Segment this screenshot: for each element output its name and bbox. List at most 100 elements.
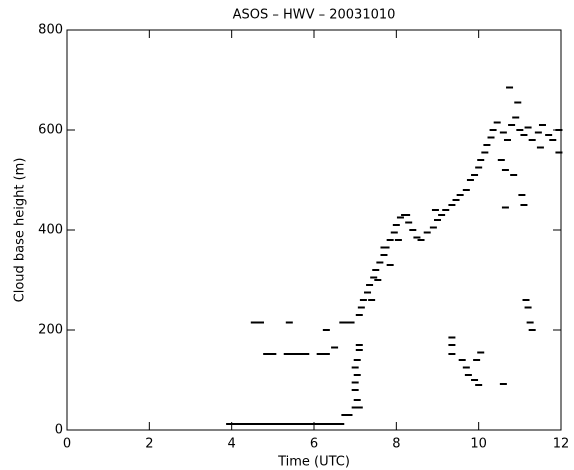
point <box>390 231 398 234</box>
point <box>448 336 456 339</box>
point <box>259 423 267 425</box>
point <box>487 136 495 139</box>
point <box>246 423 254 425</box>
point <box>438 214 446 216</box>
point <box>380 246 388 249</box>
point <box>545 134 553 136</box>
point <box>524 126 532 129</box>
point <box>359 299 367 301</box>
point <box>518 194 526 196</box>
point <box>448 344 456 346</box>
point <box>448 353 456 355</box>
x-tick-label: 2 <box>145 437 153 452</box>
point <box>506 86 514 89</box>
point <box>345 414 353 416</box>
point <box>483 144 491 146</box>
x-tick-label: 6 <box>310 437 318 452</box>
point <box>458 359 466 361</box>
point <box>322 353 330 355</box>
point <box>493 121 501 124</box>
point <box>477 351 485 354</box>
point <box>429 226 437 229</box>
point <box>497 159 505 161</box>
point <box>320 423 328 425</box>
point <box>267 423 275 425</box>
point <box>355 349 363 351</box>
y-tick-label: 0 <box>55 423 63 438</box>
point <box>520 204 528 206</box>
point <box>456 194 464 196</box>
y-tick-label: 400 <box>38 223 63 238</box>
point <box>555 151 563 154</box>
point <box>417 239 425 241</box>
point <box>355 344 363 346</box>
point <box>386 239 394 241</box>
point <box>357 306 365 309</box>
point <box>481 151 489 154</box>
point <box>386 264 394 266</box>
point <box>351 389 359 391</box>
point <box>534 131 542 134</box>
y-axis-label: Cloud base height (m) <box>13 158 28 303</box>
point <box>477 159 485 161</box>
point <box>370 276 378 279</box>
point <box>355 406 363 409</box>
point <box>256 321 264 324</box>
x-tick-label: 4 <box>228 437 236 452</box>
point <box>501 169 509 171</box>
point <box>316 423 324 425</box>
point <box>499 131 507 134</box>
point <box>234 423 242 425</box>
point <box>331 346 339 349</box>
point <box>380 254 388 256</box>
point <box>302 353 310 355</box>
point <box>329 423 337 425</box>
point <box>279 423 287 425</box>
point <box>413 236 421 239</box>
point <box>275 423 283 425</box>
point <box>510 174 518 176</box>
point <box>464 374 472 376</box>
point <box>401 214 409 216</box>
point <box>372 269 380 271</box>
point <box>405 221 413 224</box>
point <box>283 423 291 425</box>
point <box>271 423 279 425</box>
point <box>285 321 293 324</box>
point <box>431 209 439 211</box>
point <box>409 229 417 231</box>
point <box>263 423 271 425</box>
point <box>341 414 349 416</box>
point <box>368 299 376 301</box>
chart-title: ASOS – HWV – 20031010 <box>233 8 396 23</box>
point <box>528 329 536 331</box>
point <box>501 206 509 209</box>
point <box>536 146 544 149</box>
point <box>296 423 304 425</box>
point <box>526 321 534 324</box>
point <box>475 384 483 386</box>
point <box>308 423 316 425</box>
y-tick-label: 600 <box>38 123 63 138</box>
point <box>250 423 258 425</box>
point <box>226 423 234 425</box>
point <box>339 321 347 324</box>
point <box>353 399 361 401</box>
point <box>250 321 258 324</box>
point <box>263 353 271 355</box>
point <box>364 291 372 294</box>
point <box>283 353 291 355</box>
point <box>528 139 536 141</box>
point <box>343 321 351 324</box>
point <box>538 124 546 126</box>
point <box>376 261 384 264</box>
point <box>347 321 355 324</box>
point <box>508 124 516 126</box>
point <box>238 423 246 425</box>
point <box>473 359 481 361</box>
point <box>475 166 483 169</box>
x-tick-label: 12 <box>553 437 570 452</box>
x-axis-label: Time (UTC) <box>277 455 350 470</box>
point <box>549 139 557 141</box>
